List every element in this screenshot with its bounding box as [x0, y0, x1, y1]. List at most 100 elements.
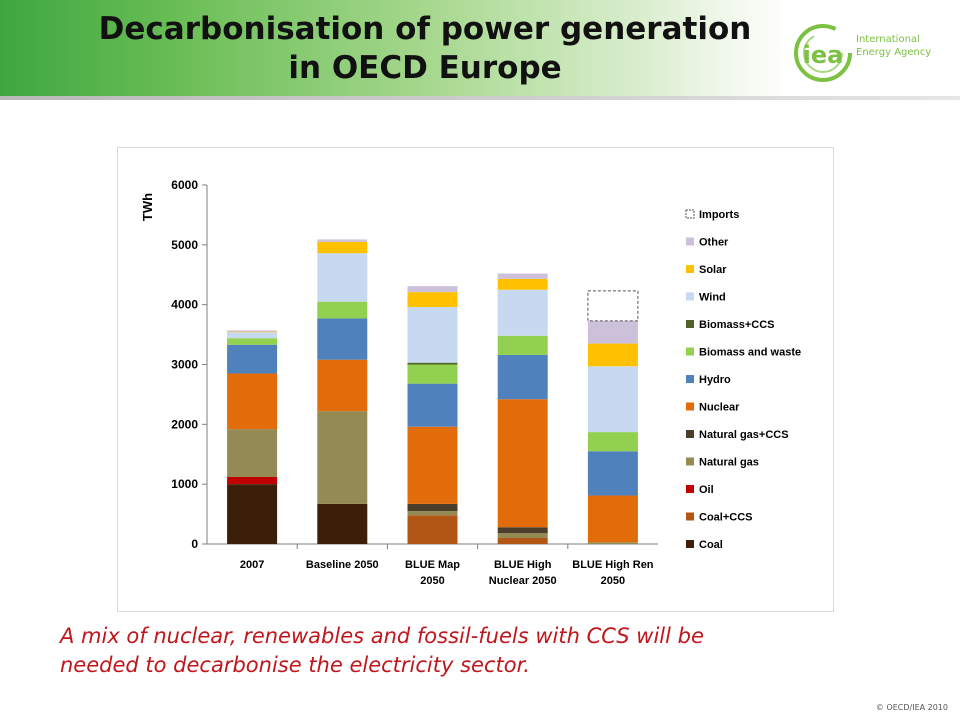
- bar-4-hydro: [587, 451, 638, 496]
- bar-3-natural-gas: [497, 533, 548, 539]
- slide-caption: A mix of nuclear, renewables and fossil-…: [60, 622, 940, 680]
- bar-0-other: [227, 330, 278, 332]
- copyright-note: © OECD/IEA 2010: [875, 703, 948, 712]
- y-tick-label-2000: 2000: [171, 417, 198, 431]
- slide-caption-line1: A mix of nuclear, renewables and fossil-…: [60, 624, 704, 648]
- bar-2-nuclear: [407, 426, 458, 504]
- bar-3-solar: [497, 278, 548, 290]
- bar-2-natural-gas: [407, 511, 458, 516]
- bar-1-nuclear: [317, 359, 368, 412]
- y-tick-label-4000: 4000: [171, 298, 198, 312]
- bar-3-wind: [497, 289, 548, 336]
- bar-0-coal: [227, 484, 278, 544]
- legend-label-biomass-and-waste: Biomass and waste: [699, 347, 801, 359]
- y-tick-label-3000: 3000: [171, 358, 198, 372]
- x-tick-label-4-1: 2050: [601, 575, 625, 587]
- iea-logo-inner-ring: [803, 33, 843, 73]
- x-tick-label-2-1: 2050: [420, 575, 444, 587]
- bar-1-other: [317, 239, 368, 242]
- legend-label-coal: Coal: [699, 539, 723, 551]
- legend-label-imports: Imports: [699, 209, 739, 221]
- legend-swatch-nuclear: [686, 402, 694, 411]
- legend-swatch-oil: [686, 485, 694, 493]
- y-tick-label-1000: 1000: [171, 477, 198, 491]
- bar-4-other: [587, 320, 638, 344]
- legend-swatch-imports: [685, 209, 695, 219]
- legend-label-coal-ccs: Coal+CCS: [699, 512, 753, 524]
- legend-swatch-hydro: [686, 375, 694, 383]
- bar-2-other: [407, 286, 458, 293]
- slide-title-line1: Decarbonisation of power generation: [98, 11, 752, 47]
- bar-0-hydro: [227, 344, 278, 374]
- x-tick-label-2-0: BLUE Map: [405, 559, 460, 571]
- legend-swatch-wind: [686, 292, 694, 301]
- bar-0-natural-gas: [227, 429, 278, 477]
- slide-title: Decarbonisation of power generation in O…: [0, 10, 850, 88]
- bar-4-wind: [587, 366, 638, 433]
- bar-0-biomass-and-waste: [227, 338, 278, 345]
- legend-label-wind: Wind: [699, 292, 726, 304]
- iea-logo: iea International Energy Agency: [794, 24, 931, 82]
- iea-logo-mark: iea: [803, 41, 844, 69]
- iea-logo-ring: [794, 24, 852, 82]
- legend-label-natural-gas: Natural gas: [699, 457, 759, 469]
- legend-label-natural-gas-ccs: Natural gas+CCS: [699, 429, 789, 441]
- bar-0-wind: [227, 332, 278, 339]
- bar-3-natural-gas-ccs: [497, 527, 548, 534]
- bar-0-solar: [227, 331, 278, 333]
- bar-1-wind: [317, 253, 368, 302]
- x-tick-label-1-0: Baseline 2050: [306, 559, 379, 571]
- bar-1-hydro: [317, 318, 368, 360]
- bar-1-biomass-and-waste: [317, 301, 368, 319]
- bar-2-coal-ccs: [407, 515, 458, 544]
- header-divider: [0, 96, 960, 100]
- legend-swatch-solar: [686, 265, 694, 273]
- bar-4-imports: [587, 290, 639, 322]
- bar-4-biomass-and-waste: [587, 432, 638, 452]
- legend-swatch-natural-gas-ccs: [686, 430, 694, 438]
- y-tick-label-6000: 6000: [171, 178, 198, 192]
- legend-swatch-biomass-and-waste: [686, 347, 694, 356]
- bar-0-oil: [227, 476, 278, 485]
- legend-label-oil: Oil: [699, 484, 714, 496]
- bar-2-wind: [407, 307, 458, 363]
- bar-4-natural-gas: [587, 542, 638, 544]
- bar-3-nuclear: [497, 399, 548, 528]
- y-axis-label: TWh: [140, 193, 155, 221]
- bar-2-biomass-and-waste: [407, 364, 458, 384]
- x-tick-label-0-0: 2007: [240, 559, 264, 571]
- legend-label-nuclear: Nuclear: [699, 402, 740, 414]
- legend-label-hydro: Hydro: [699, 374, 731, 386]
- bar-2-natural-gas-ccs: [407, 503, 458, 512]
- bar-3-biomass-and-waste: [497, 335, 548, 355]
- legend-label-other: Other: [699, 237, 729, 249]
- bar-1-coal: [317, 503, 368, 544]
- bar-2-biomass-ccs: [407, 362, 458, 365]
- x-tick-label-3-1: Nuclear 2050: [489, 575, 557, 587]
- stacked-bar-chart: 0 1000 2000 3000 4000 5000 6000 TWh 2007 Baseline…: [140, 178, 801, 587]
- legend-label-solar: Solar: [699, 264, 727, 276]
- chart-frame: 0 1000 2000 3000 4000 5000 6000 TWh 2007 Baseline…: [117, 147, 834, 612]
- bar-2-hydro: [407, 383, 458, 427]
- x-tick-label-4-0: BLUE High Ren: [572, 559, 654, 571]
- y-tick-label-5000: 5000: [171, 238, 198, 252]
- slide-caption-line2: needed to decarbonise the electricity se…: [60, 653, 530, 677]
- bar-1-solar: [317, 241, 368, 254]
- iea-logo-line2: Energy Agency: [856, 47, 931, 58]
- legend-swatch-biomass-ccs: [686, 320, 694, 328]
- slide-title-line2: in OECD Europe: [288, 50, 562, 86]
- header-band: [0, 0, 960, 100]
- x-tick-label-3-0: BLUE High: [494, 559, 552, 571]
- y-tick-label-0: 0: [191, 537, 198, 551]
- bar-3-hydro: [497, 354, 548, 400]
- bar-1-natural-gas: [317, 411, 368, 504]
- iea-logo-line1: International: [856, 34, 920, 45]
- bar-3-coal-ccs: [497, 538, 548, 544]
- legend-label-biomass-ccs: Biomass+CCS: [699, 319, 775, 331]
- legend-swatch-coal-ccs: [686, 512, 694, 521]
- legend-swatch-coal: [686, 540, 694, 548]
- bar-2-solar: [407, 292, 458, 308]
- bar-4-nuclear: [587, 495, 638, 543]
- bar-0-nuclear: [227, 373, 278, 430]
- legend-swatch-natural-gas: [686, 457, 694, 466]
